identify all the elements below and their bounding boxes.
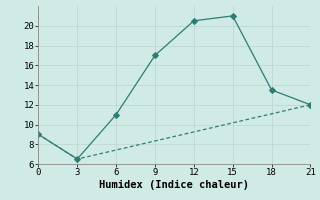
X-axis label: Humidex (Indice chaleur): Humidex (Indice chaleur): [100, 180, 249, 190]
